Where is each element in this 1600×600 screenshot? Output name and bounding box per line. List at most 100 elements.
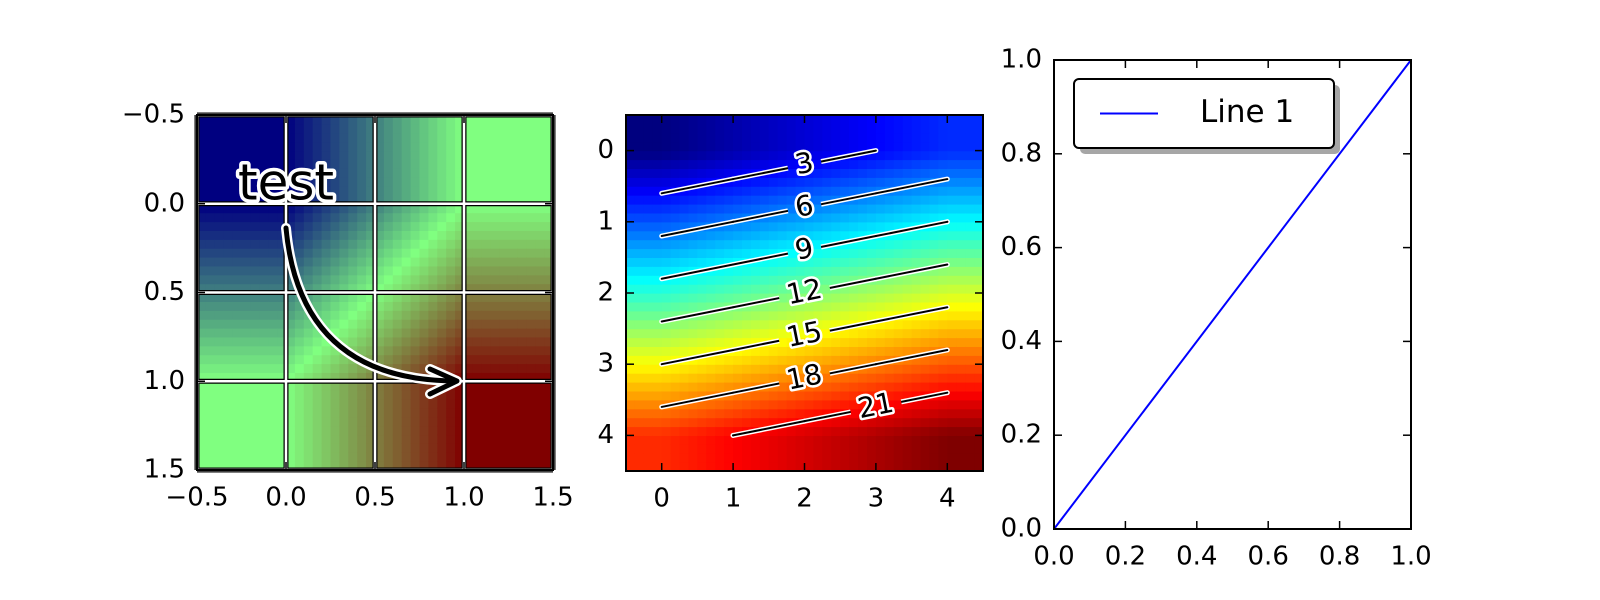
image-cell (481, 221, 492, 231)
image-cell (742, 159, 752, 169)
image-cell (974, 212, 984, 223)
image-cell (241, 336, 251, 347)
image-cell (679, 221, 690, 232)
image-cell (670, 257, 681, 267)
image-cell (884, 301, 895, 312)
image-cell (250, 265, 260, 276)
image-cell (241, 186, 251, 196)
image-cell (214, 274, 225, 285)
image-cell (670, 453, 681, 463)
image-cell (375, 443, 385, 453)
image-cell (893, 328, 904, 339)
image-cell (339, 301, 349, 311)
image-cell (250, 345, 260, 356)
image-cell (348, 363, 358, 373)
image-cell (759, 239, 770, 250)
image-cell (849, 177, 859, 187)
image-cell (259, 239, 269, 249)
image-cell (446, 319, 456, 329)
image-cell (490, 132, 501, 143)
image-cell (321, 239, 332, 249)
image-cell (366, 301, 376, 311)
image-cell (348, 328, 358, 338)
image-cell (357, 186, 367, 196)
image-cell (366, 274, 376, 285)
image-cell (241, 141, 251, 152)
image-cell (795, 364, 806, 374)
image-cell (330, 257, 340, 267)
image-cell (321, 310, 332, 320)
image-cell (697, 390, 707, 401)
image-cell (733, 417, 743, 428)
image-cell (786, 301, 797, 312)
image-cell (777, 355, 788, 365)
image-cell (634, 462, 645, 472)
image-cell (795, 293, 806, 303)
image-cell (938, 453, 948, 463)
image-cell (268, 141, 278, 152)
image-cell (535, 115, 545, 125)
image-cell (455, 443, 465, 453)
image-cell (348, 221, 358, 231)
image-cell (777, 310, 788, 321)
image-cell (375, 354, 385, 365)
image-cell (938, 123, 948, 134)
image-cell (679, 212, 690, 223)
image-cell (508, 345, 518, 356)
image-cell (223, 132, 234, 143)
image-cell (929, 150, 939, 161)
image-cell (366, 407, 376, 418)
image-cell (831, 417, 841, 428)
image-cell (652, 453, 663, 463)
image-cell (902, 150, 913, 161)
image-cell (768, 159, 779, 169)
image-cell (786, 328, 797, 339)
image-cell (357, 425, 367, 436)
image-cell (232, 345, 243, 356)
image-cell (858, 390, 868, 401)
image-cell (634, 123, 645, 134)
image-cell (893, 275, 904, 285)
image-cell (375, 132, 385, 143)
image-cell (715, 301, 725, 312)
image-cell (205, 265, 216, 276)
image-cell (911, 390, 922, 401)
image-cell (357, 319, 367, 329)
image-cell (294, 345, 305, 356)
image-cell (947, 301, 957, 312)
image-cell (544, 194, 554, 205)
image-cell (965, 417, 975, 428)
image-cell (446, 301, 456, 311)
image-cell (535, 328, 545, 338)
image-cell (437, 283, 447, 294)
image-cell (348, 177, 358, 187)
image-cell (428, 168, 438, 178)
image-cell (464, 194, 474, 205)
image-cell (893, 257, 904, 267)
image-cell (652, 426, 663, 436)
image-cell (526, 425, 536, 436)
image-cell (750, 319, 761, 330)
image-cell (312, 203, 323, 214)
image-cell (706, 444, 716, 454)
image-cell (768, 399, 779, 410)
image-cell (742, 337, 752, 347)
image-cell (312, 416, 323, 427)
image-cell (724, 417, 734, 428)
image-cell (535, 425, 545, 436)
image-cell (858, 417, 868, 428)
image-cell (223, 186, 234, 196)
image-cell (303, 132, 314, 143)
image-cell (544, 292, 554, 302)
image-cell (535, 186, 545, 196)
image-cell (437, 159, 447, 169)
image-cell (661, 150, 672, 161)
image-cell (455, 363, 465, 373)
image-cell (858, 177, 868, 187)
image-cell (724, 150, 734, 161)
image-cell (526, 354, 536, 365)
image-cell (777, 239, 788, 250)
image-cell (920, 462, 931, 472)
image-cell (375, 194, 385, 205)
image-cell (840, 168, 850, 178)
